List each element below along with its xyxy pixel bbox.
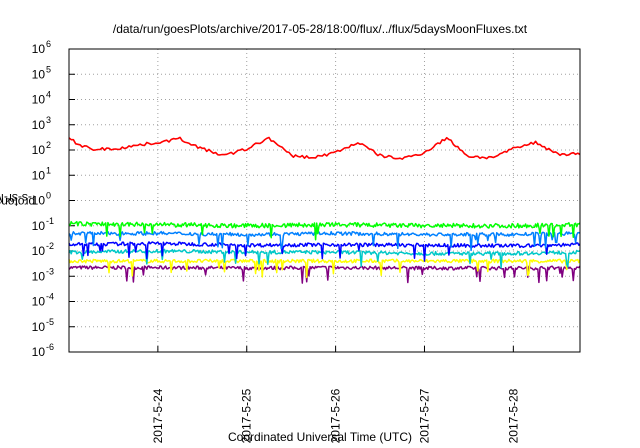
y-tick-exponent: -3 bbox=[46, 266, 54, 276]
y-tick-exponent: 0 bbox=[46, 191, 51, 201]
y-tick-label: 10 bbox=[32, 295, 46, 309]
chart-title: /data/run/goesPlots/archive/2017-05-28/1… bbox=[112, 22, 528, 36]
x-tick-label: 2017-5-25 bbox=[240, 388, 254, 443]
x-axis-label: Coordinated Universal Time (UTC) bbox=[227, 430, 413, 444]
series-line bbox=[68, 136, 581, 160]
y-tick-exponent: 2 bbox=[46, 140, 51, 150]
y-tick-exponent: 3 bbox=[46, 115, 51, 125]
x-tick-label: 2017-5-24 bbox=[151, 388, 165, 443]
y-tick-exponent: -6 bbox=[46, 342, 54, 352]
y-tick-exponent: 5 bbox=[46, 64, 51, 74]
y-tick-label: 10 bbox=[32, 168, 46, 182]
y-tick-exponent: 6 bbox=[46, 39, 51, 49]
y-tick-label: 10 bbox=[32, 244, 46, 258]
y-tick-exponent: -2 bbox=[46, 241, 54, 251]
y-tick-exponent: -4 bbox=[46, 292, 54, 302]
y-tick-label: 10 bbox=[32, 42, 46, 56]
x-tick-label: 2017-5-26 bbox=[329, 388, 343, 443]
y-tick-label: 10 bbox=[32, 219, 46, 233]
y-tick-label: 10 bbox=[32, 118, 46, 132]
y-tick-label: 10 bbox=[32, 269, 46, 283]
series-line bbox=[68, 258, 581, 279]
y-tick-label: 10 bbox=[32, 194, 46, 208]
y-tick-label: 10 bbox=[32, 67, 46, 81]
series-line bbox=[68, 220, 581, 241]
y-tick-exponent: 1 bbox=[46, 165, 51, 175]
series-line bbox=[68, 230, 581, 252]
y-tick-exponent: 4 bbox=[46, 90, 51, 100]
y-tick-exponent: -1 bbox=[46, 216, 54, 226]
x-tick-label: 2017-5-27 bbox=[417, 388, 431, 443]
y-tick-exponent: -5 bbox=[46, 317, 54, 327]
plot-frame bbox=[68, 48, 581, 353]
series-line bbox=[68, 241, 581, 262]
y-tick-label: 10 bbox=[32, 93, 46, 107]
series-line bbox=[68, 265, 581, 284]
x-tick-label: 2017-5-28 bbox=[506, 388, 520, 443]
y-tick-label: 10 bbox=[32, 320, 46, 334]
series-line bbox=[68, 248, 581, 269]
y-tick-label: 10 bbox=[32, 143, 46, 157]
y-tick-label: 10 bbox=[32, 345, 46, 359]
